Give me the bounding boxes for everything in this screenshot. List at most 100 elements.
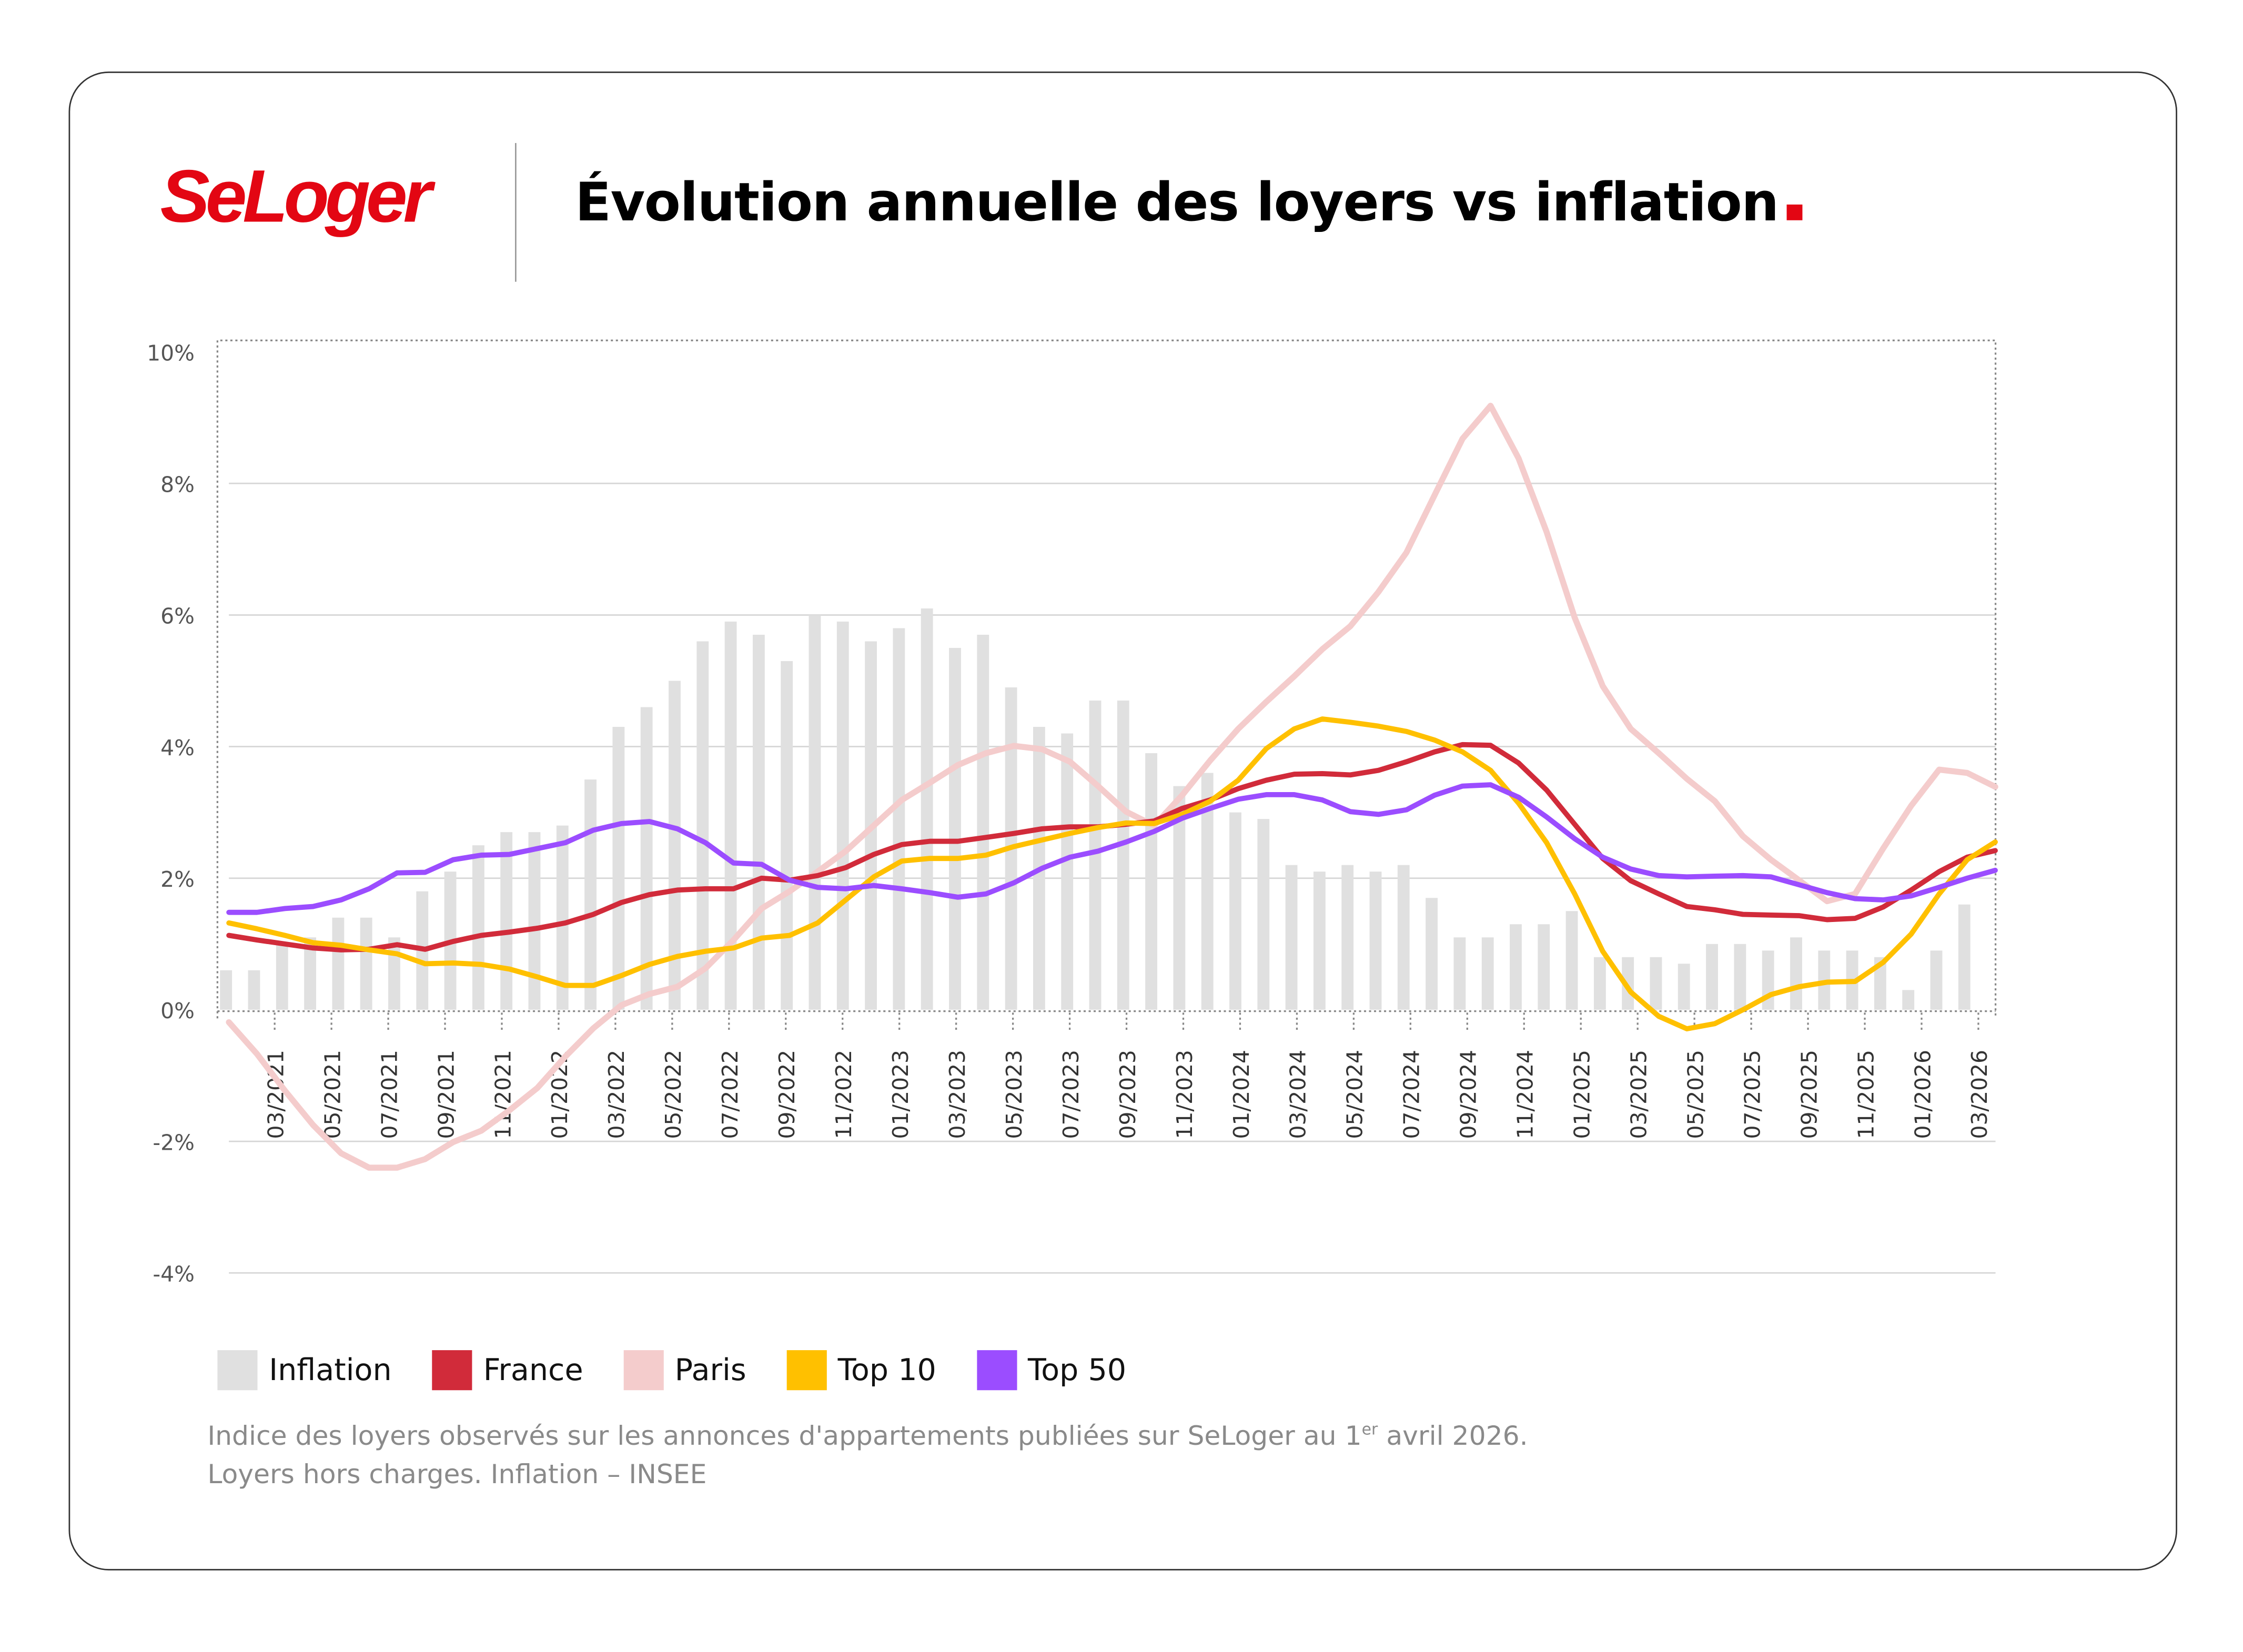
x-tick-label: 03/2026 [1967, 1050, 1992, 1139]
x-tick-label: 01/2023 [888, 1050, 913, 1139]
x-tick-label: 09/2023 [1115, 1050, 1140, 1139]
header-divider [514, 143, 517, 282]
legend-label: France [483, 1353, 583, 1387]
x-tick-label: 11/2025 [1853, 1050, 1878, 1139]
y-tick-label: 10% [147, 340, 195, 366]
inflation-bar [809, 615, 821, 1010]
legend-item-top10: Top 10 [786, 1350, 936, 1391]
inflation-bar [584, 779, 597, 1010]
x-tick-label: 05/2025 [1683, 1050, 1708, 1139]
series-line-paris [226, 402, 1998, 1171]
inflation-bar [696, 641, 709, 1010]
inflation-bar [781, 661, 793, 1010]
legend-item-paris: Paris [623, 1350, 746, 1391]
inflation-bar [1117, 700, 1129, 1010]
inflation-bar [1930, 950, 1943, 1010]
legend-item-inflation: Inflation [217, 1350, 392, 1391]
legend-item-france: France [431, 1350, 583, 1391]
inflation-bar [921, 608, 933, 1010]
inflation-bar [1650, 957, 1662, 1010]
x-tick-label: 11/2024 [1513, 1050, 1538, 1139]
x-tick-label: 09/2022 [774, 1050, 800, 1139]
inflation-bar [1565, 911, 1578, 1010]
inflation-bar [1426, 898, 1438, 1010]
footnote-superscript: er [1361, 1420, 1378, 1439]
inflation-bar [528, 832, 541, 1010]
legend-swatch-paris [623, 1350, 663, 1391]
inflation-bar [1061, 733, 1074, 1010]
inflation-bar [1145, 753, 1157, 1010]
legend-item-top50: Top 50 [976, 1350, 1127, 1391]
y-tick-label: 6% [160, 604, 195, 629]
legend-label: Paris [674, 1353, 746, 1387]
x-tick-label: 09/2024 [1456, 1050, 1481, 1139]
inflation-bar [1313, 871, 1326, 1010]
y-tick-label: 0% [160, 998, 195, 1023]
inflation-bar [1369, 871, 1382, 1010]
legend-swatch-top10 [786, 1350, 826, 1391]
inflation-bar [1285, 865, 1298, 1010]
inflation-bar [1341, 865, 1354, 1010]
x-tick-label: 11/2021 [490, 1050, 516, 1139]
x-tick-label: 03/2022 [604, 1050, 629, 1139]
inflation-bar [1538, 924, 1550, 1010]
legend-swatch-inflation [217, 1350, 258, 1391]
inflation-bar [1201, 773, 1214, 1010]
y-tick-label: -2% [153, 1130, 194, 1155]
inflation-bar [304, 937, 316, 1010]
inflation-bar [556, 825, 569, 1010]
x-tick-label: 05/2021 [320, 1050, 345, 1139]
inflation-bar [1958, 904, 1971, 1010]
x-tick-label: 07/2022 [718, 1050, 743, 1139]
footnote-line-2: Loyers hors charges. Inflation – INSEE [207, 1460, 707, 1491]
x-tick-label: 07/2024 [1399, 1050, 1424, 1139]
x-tick-label: 09/2025 [1796, 1050, 1822, 1139]
x-tick-label: 09/2021 [433, 1050, 459, 1139]
y-tick-label: 4% [160, 735, 195, 761]
x-tick-label: 01/2024 [1229, 1050, 1254, 1139]
title-red-dot [1786, 204, 1803, 220]
inflation-bar [1397, 865, 1410, 1010]
y-tick-label: -4% [153, 1262, 194, 1287]
inflation-bar [276, 944, 288, 1010]
inflation-bar [1678, 964, 1690, 1010]
inflation-bar [1510, 924, 1522, 1010]
x-tick-label: 07/2023 [1058, 1050, 1084, 1139]
legend-label: Top 50 [1027, 1353, 1127, 1387]
legend: Inflation France Paris Top 10 Top 50 [217, 1350, 1166, 1391]
inflation-bar [836, 621, 849, 1010]
inflation-bar [1593, 957, 1606, 1010]
inflation-bar [220, 970, 233, 1010]
y-tick-label: 2% [160, 867, 195, 892]
seloger-logo: SeLoger [160, 156, 432, 239]
inflation-bar [612, 726, 625, 1010]
series-line-top50 [226, 782, 1998, 915]
inflation-bar [472, 845, 484, 1010]
x-tick-label: 07/2025 [1740, 1050, 1765, 1139]
inflation-bar [669, 681, 681, 1010]
chart-title-text: Évolution annuelle des loyers vs inflati… [575, 171, 1779, 234]
x-tick-label: 11/2022 [831, 1050, 856, 1139]
inflation-bar [640, 707, 653, 1010]
inflation-bar [248, 970, 260, 1010]
x-tick-label: 07/2021 [377, 1050, 402, 1139]
inflation-bar [1481, 937, 1494, 1010]
footnote-line-1: Indice des loyers observés sur les annon… [207, 1420, 1528, 1452]
inflation-bar [1453, 937, 1466, 1010]
inflation-bar [1734, 944, 1746, 1010]
x-tick-label: 11/2023 [1172, 1050, 1197, 1139]
inflation-bar [724, 621, 737, 1010]
inflation-bar [332, 917, 345, 1010]
footnote-text: Indice des loyers observés sur les annon… [207, 1422, 1362, 1452]
inflation-bar [977, 634, 989, 1010]
inflation-bar [360, 917, 372, 1010]
x-tick-label: 03/2025 [1626, 1050, 1651, 1139]
inflation-bar [1706, 944, 1718, 1010]
card-frame [68, 71, 2177, 1570]
series-line-top10 [226, 716, 1998, 1031]
chart-title: Évolution annuelle des loyers vs inflati… [575, 171, 1803, 233]
x-tick-label: 05/2022 [661, 1050, 686, 1139]
inflation-bar [1790, 937, 1802, 1010]
